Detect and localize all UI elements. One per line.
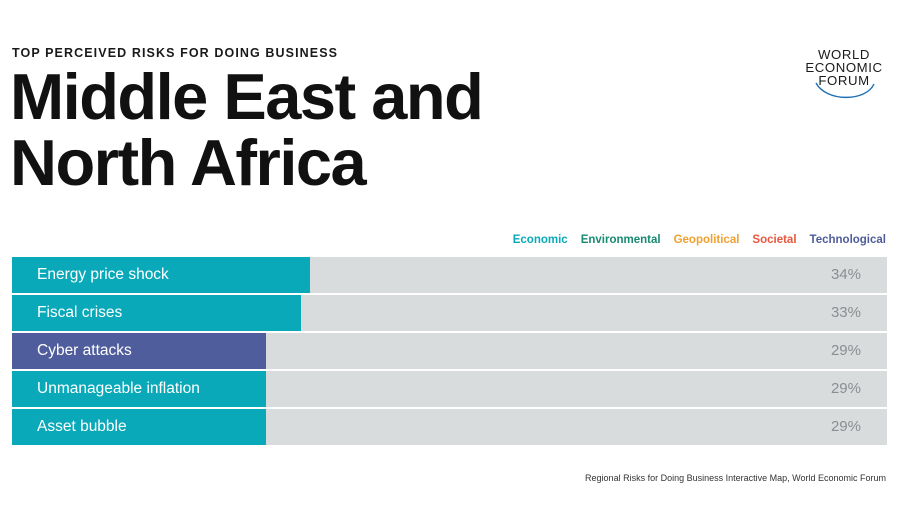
bar-row: Unmanageable inflation 29% xyxy=(12,371,887,407)
wef-logo: WORLD ECONOMIC FORUM xyxy=(798,46,890,102)
legend-item-technological: Technological xyxy=(809,234,886,246)
bar-value-label: 29% xyxy=(830,380,861,397)
bar xyxy=(12,333,266,369)
bar-label: Unmanageable inflation xyxy=(37,380,200,397)
bar xyxy=(12,409,266,445)
bar xyxy=(12,257,310,293)
bar xyxy=(12,295,301,331)
bar-value-label: 29% xyxy=(830,418,861,435)
chart-kicker: TOP PERCEIVED RISKS FOR DOING BUSINESS xyxy=(12,46,339,60)
logo-text: WORLD ECONOMIC FORUM xyxy=(798,48,890,87)
bar-label: Cyber attacks xyxy=(37,342,132,359)
bar-label: Energy price shock xyxy=(37,266,169,283)
legend-item-environmental: Environmental xyxy=(580,234,661,246)
legend-item-societal: Societal xyxy=(752,234,797,246)
source-note: Regional Risks for Doing Business Intera… xyxy=(585,473,886,483)
bar-row: Asset bubble 29% xyxy=(12,409,887,445)
bar-value-label: 34% xyxy=(830,266,861,283)
bar xyxy=(12,371,266,407)
title-text: Middle East and North Africa xyxy=(10,60,484,199)
logo-arc-icon xyxy=(815,82,875,99)
bar-label: Fiscal crises xyxy=(37,304,123,321)
bar-label: Asset bubble xyxy=(37,418,127,435)
bar-row: Energy price shock 34% xyxy=(12,257,887,293)
legend-item-geopolitical: Geopolitical xyxy=(673,234,740,246)
bar-value-label: 29% xyxy=(830,342,861,359)
bar-row: Cyber attacks 29% xyxy=(12,333,887,369)
bar-chart: Energy price shock 34% Fiscal crises 33% Cyb… xyxy=(12,257,887,447)
logo-line-3: FORUM xyxy=(818,73,870,88)
chart-title: Middle East and North Africa xyxy=(10,64,484,196)
bar-value-label: 33% xyxy=(830,304,861,321)
bar-row: Fiscal crises 33% xyxy=(12,295,887,331)
legend: Economic Environmental Geopolitical Societa… xyxy=(513,234,886,246)
logo-line-1: WORLD xyxy=(817,47,871,62)
legend-item-economic: Economic xyxy=(512,234,568,246)
logo-line-2: ECONOMIC xyxy=(805,60,883,75)
